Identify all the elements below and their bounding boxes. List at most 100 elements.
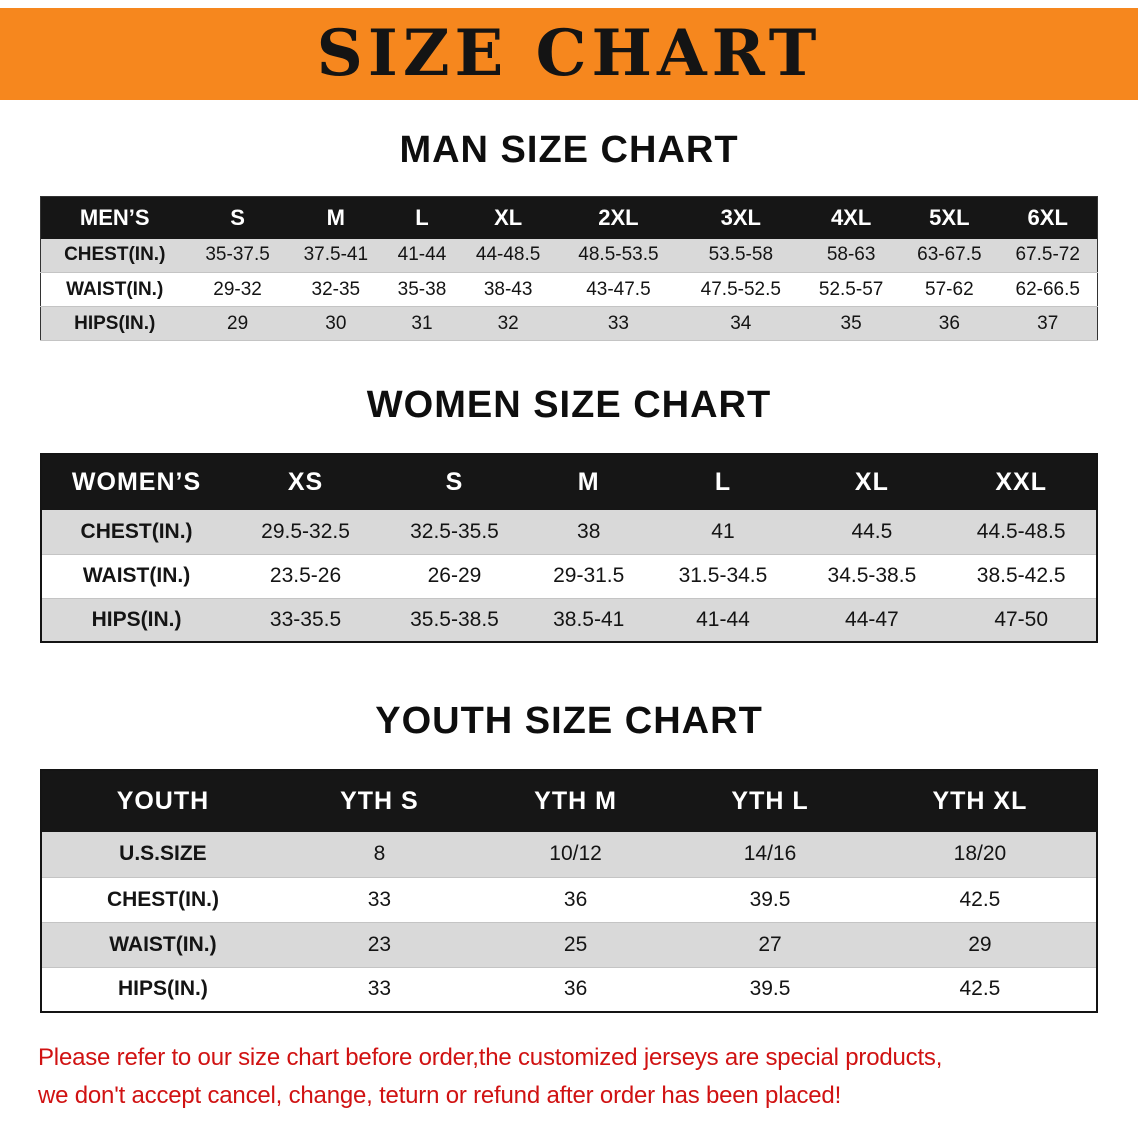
value-cell: 38.5-42.5	[946, 554, 1097, 599]
value-cell: 35	[802, 306, 901, 341]
value-cell: 53.5-58	[679, 238, 802, 273]
value-cell: 35.5-38.5	[380, 598, 529, 643]
value-cell: 29	[188, 306, 287, 341]
value-cell: 26-29	[380, 554, 529, 599]
value-cell: 27	[676, 922, 864, 968]
table-title-cell: MEN’S	[40, 196, 189, 239]
men-section: MAN SIZE CHART MEN’S S M L XL 2XL 3XL 4XL 5XL 6XL…	[0, 128, 1138, 341]
value-cell: 18/20	[863, 832, 1097, 878]
table-row: U.S.SIZE 8 10/12 14/16 18/20	[41, 832, 1097, 878]
size-chart-page: SIZE CHART MAN SIZE CHART MEN’S S M L XL 2XL 3…	[0, 8, 1138, 1115]
value-cell: 23.5-26	[231, 554, 381, 599]
value-cell: 57-62	[900, 272, 999, 307]
value-cell: 36	[474, 967, 677, 1013]
value-cell: 33-35.5	[231, 598, 381, 643]
value-cell: 10/12	[474, 832, 677, 878]
size-header-cell: YTH L	[676, 770, 864, 832]
value-cell: 32-35	[286, 272, 385, 307]
size-header-cell: L	[384, 196, 460, 239]
value-cell: 34.5-38.5	[797, 554, 947, 599]
size-header-cell: 6XL	[998, 196, 1098, 239]
men-size-table: MEN’S S M L XL 2XL 3XL 4XL 5XL 6XL CHEST(IN.) 35-37…	[40, 196, 1098, 341]
table-title-cell: WOMEN’S	[41, 454, 232, 510]
value-cell: 41-44	[648, 598, 798, 643]
size-header-cell: L	[648, 454, 798, 510]
value-cell: 31	[384, 306, 460, 341]
banner: SIZE CHART	[0, 8, 1138, 100]
value-cell: 34	[679, 306, 802, 341]
value-cell: 31.5-34.5	[648, 554, 798, 599]
value-cell: 25	[474, 922, 677, 968]
value-cell: 41	[648, 510, 798, 555]
table-row: HIPS(IN.) 33-35.5 35.5-38.5 38.5-41 41-44 44-…	[41, 598, 1097, 643]
value-cell: 8	[283, 832, 475, 878]
women-section-heading: WOMEN SIZE CHART	[366, 384, 772, 426]
disclaimer-line-2: we don't accept cancel, change, teturn o…	[38, 1082, 842, 1109]
value-cell: 44-47	[797, 598, 947, 643]
value-cell: 32	[459, 306, 558, 341]
value-cell: 38-43	[459, 272, 558, 307]
row-label-cell: CHEST(IN.)	[41, 877, 284, 923]
disclaimer-line-1: Please refer to our size chart before or…	[38, 1044, 943, 1071]
size-header-cell: 2XL	[557, 196, 680, 239]
value-cell: 47-50	[946, 598, 1097, 643]
value-cell: 39.5	[676, 967, 864, 1013]
value-cell: 29-32	[188, 272, 287, 307]
value-cell: 43-47.5	[557, 272, 680, 307]
size-header-cell: 4XL	[802, 196, 901, 239]
value-cell: 36	[900, 306, 999, 341]
value-cell: 44.5	[797, 510, 947, 555]
size-header-cell: M	[286, 196, 385, 239]
size-header-cell: YTH XL	[863, 770, 1097, 832]
value-cell: 41-44	[384, 238, 460, 273]
value-cell: 58-63	[802, 238, 901, 273]
women-size-table: WOMEN’S XS S M L XL XXL CHEST(IN.) 29.5-32.5 32.5…	[40, 453, 1098, 643]
value-cell: 29-31.5	[528, 554, 649, 599]
value-cell: 33	[283, 967, 475, 1013]
value-cell: 39.5	[676, 877, 864, 923]
table-row: WAIST(IN.) 23.5-26 26-29 29-31.5 31.5-34.5 34…	[41, 554, 1097, 599]
value-cell: 14/16	[676, 832, 864, 878]
row-label-cell: CHEST(IN.)	[40, 238, 189, 273]
value-cell: 63-67.5	[900, 238, 999, 273]
table-row: WAIST(IN.) 29-32 32-35 35-38 38-43 43-47.5 47.…	[40, 272, 1098, 307]
size-header-cell: S	[380, 454, 529, 510]
table-row: CHEST(IN.) 35-37.5 37.5-41 41-44 44-48.5 48.5…	[40, 238, 1098, 273]
row-label-cell: WAIST(IN.)	[40, 272, 189, 307]
row-label-cell: U.S.SIZE	[41, 832, 284, 878]
value-cell: 32.5-35.5	[380, 510, 529, 555]
value-cell: 37	[998, 306, 1098, 341]
value-cell: 29	[863, 922, 1097, 968]
size-header-cell: YTH S	[283, 770, 475, 832]
size-header-cell: 3XL	[679, 196, 802, 239]
table-header-row: MEN’S S M L XL 2XL 3XL 4XL 5XL 6XL	[40, 196, 1098, 239]
value-cell: 47.5-52.5	[679, 272, 802, 307]
table-header-row: WOMEN’S XS S M L XL XXL	[41, 454, 1097, 510]
size-header-cell: XL	[797, 454, 947, 510]
youth-section: YOUTH SIZE CHART YOUTH YTH S YTH M YTH L YTH…	[0, 699, 1138, 1013]
row-label-cell: CHEST(IN.)	[41, 510, 232, 555]
value-cell: 48.5-53.5	[557, 238, 680, 273]
value-cell: 35-37.5	[188, 238, 287, 273]
size-header-cell: XXL	[946, 454, 1097, 510]
row-label-cell: HIPS(IN.)	[40, 306, 189, 341]
value-cell: 44-48.5	[459, 238, 558, 273]
value-cell: 23	[283, 922, 475, 968]
size-header-cell: M	[528, 454, 649, 510]
value-cell: 42.5	[863, 967, 1097, 1013]
table-row: CHEST(IN.) 29.5-32.5 32.5-35.5 38 41 44.5 44.5…	[41, 510, 1097, 555]
value-cell: 35-38	[384, 272, 460, 307]
row-label-cell: HIPS(IN.)	[41, 967, 284, 1013]
size-header-cell: XL	[459, 196, 558, 239]
value-cell: 33	[557, 306, 680, 341]
table-header-row: YOUTH YTH S YTH M YTH L YTH XL	[41, 770, 1097, 832]
value-cell: 67.5-72	[998, 238, 1098, 273]
value-cell: 29.5-32.5	[231, 510, 381, 555]
disclaimer: Please refer to our size chart before or…	[38, 1039, 1100, 1115]
value-cell: 62-66.5	[998, 272, 1098, 307]
value-cell: 36	[474, 877, 677, 923]
row-label-cell: WAIST(IN.)	[41, 922, 284, 968]
table-title-cell: YOUTH	[41, 770, 284, 832]
youth-section-heading: YOUTH SIZE CHART	[375, 700, 763, 742]
row-label-cell: WAIST(IN.)	[41, 554, 232, 599]
